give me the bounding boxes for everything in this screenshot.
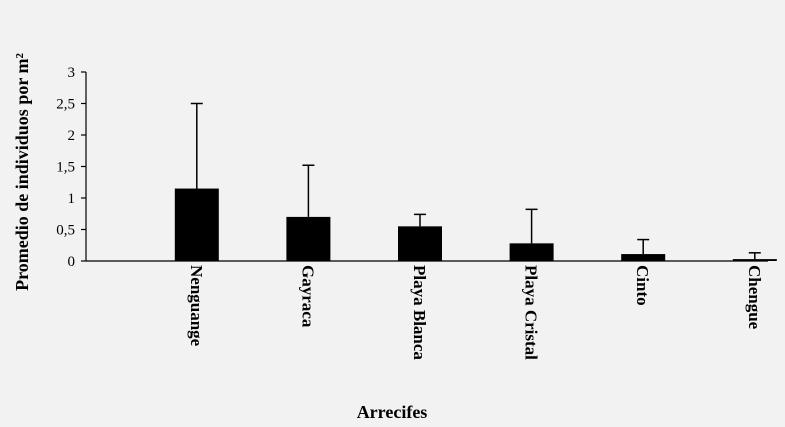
y-tick-label: 3 — [68, 65, 76, 81]
x-category-label: Chengue — [745, 265, 764, 330]
y-tick-label: 2 — [68, 128, 76, 144]
bar — [509, 243, 554, 261]
x-category-label: Cinto — [633, 265, 652, 306]
y-axis-title: Promedio de individuos por m² — [12, 53, 32, 291]
y-tick-label: 0 — [68, 254, 76, 270]
bar — [732, 259, 777, 261]
y-tick-label: 0,5 — [56, 223, 75, 239]
bar — [174, 188, 219, 261]
y-tick-label: 1,5 — [56, 160, 75, 176]
y-tick-label: 2,5 — [56, 97, 75, 113]
bar — [621, 254, 666, 261]
y-tick-label: 1 — [68, 191, 76, 207]
y-ticks-layer: 0 0,5 1 1,5 2 2,5 3 — [56, 65, 86, 270]
x-category-label: Playa Cristal — [522, 265, 541, 360]
x-axis-title: Arrecifes — [357, 402, 428, 422]
x-category-labels: Nenguange Gayraca Playa Blanca Playa Crista… — [187, 265, 764, 360]
x-category-label: Playa Blanca — [410, 265, 429, 360]
error-bars-layer — [190, 102, 761, 260]
bar — [398, 226, 442, 261]
bar — [286, 216, 331, 261]
x-category-label: Gayraca — [298, 265, 317, 328]
x-category-label: Nenguange — [187, 265, 206, 347]
bars-layer — [174, 188, 777, 261]
